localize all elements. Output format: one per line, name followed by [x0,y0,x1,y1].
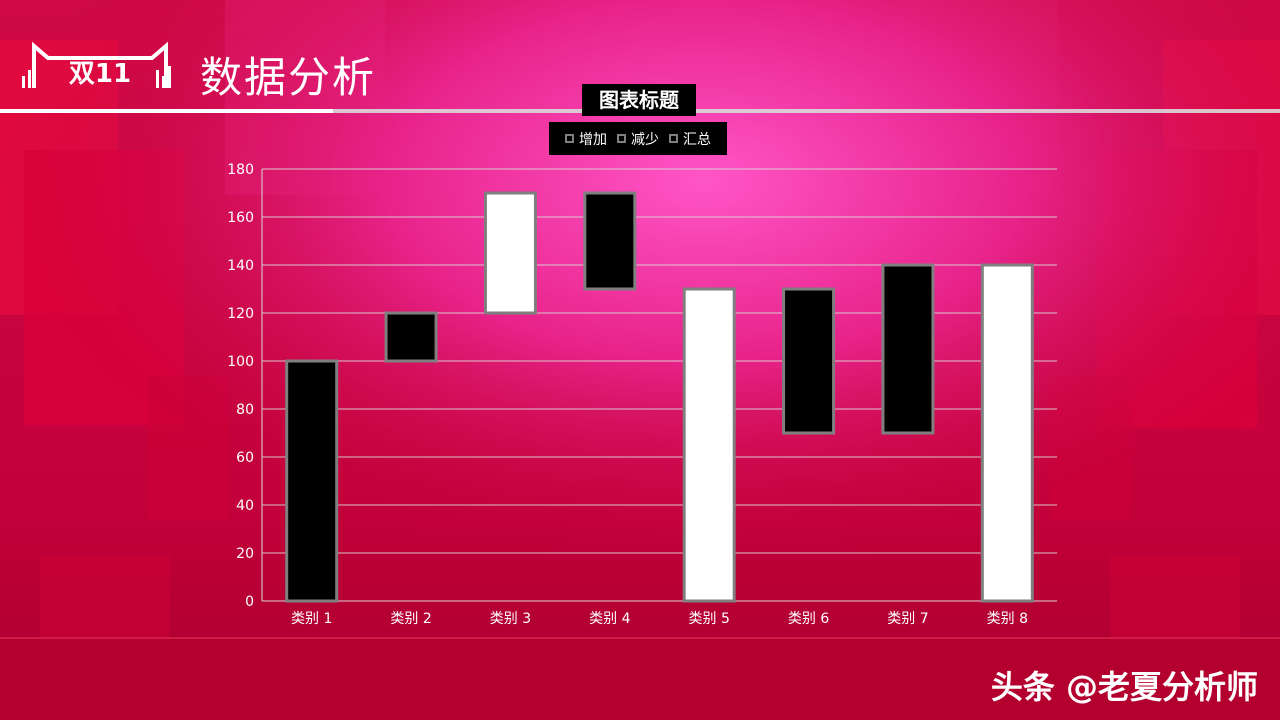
bar-increase [384,311,438,363]
bar-increase [285,359,339,603]
bar-decrease [782,287,836,435]
x-tick-label: 类别 4 [589,611,630,627]
legend-label-increase: 增加 [579,131,607,148]
bar-decrease [583,191,637,291]
chart-legend: 增加 减少 汇总 [549,122,727,155]
legend-item-decrease: 减少 [617,129,659,149]
header-divider-accent [0,109,333,113]
x-tick-label: 类别 5 [689,611,730,627]
x-tick-label: 类别 1 [291,611,332,627]
bar-total [980,263,1034,603]
x-tick-label: 类别 8 [987,611,1028,627]
legend-item-total: 汇总 [669,129,711,149]
header-divider [333,109,1280,113]
y-tick-label: 140 [227,258,254,274]
x-tick-label: 类别 2 [390,611,431,627]
y-tick-label: 180 [227,162,254,178]
y-tick-label: 0 [245,594,254,610]
legend-item-increase: 增加 [565,129,607,149]
page-title: 数据分析 [200,53,377,102]
logo-text: 双11 [69,59,131,89]
chart-title: 图表标题 [599,88,679,112]
legend-label-total: 汇总 [683,131,711,148]
legend-swatch-decrease [617,134,626,143]
y-tick-label: 20 [236,546,254,562]
y-tick-label: 100 [227,354,254,370]
watermark: 头条 @老夏分析师 [990,668,1258,706]
y-tick-label: 160 [227,210,254,226]
bar-total [483,191,537,315]
double11-logo: 双11 [22,41,171,89]
x-tick-label: 类别 7 [887,611,928,627]
bar-increase [881,263,935,435]
y-tick-label: 80 [236,402,254,418]
legend-label-decrease: 减少 [631,131,659,148]
legend-swatch-total [669,134,678,143]
chart-title-background [582,84,696,116]
y-tick-label: 120 [227,306,254,322]
x-tick-label: 类别 6 [788,611,829,627]
bar-total [682,287,736,603]
y-tick-label: 40 [236,498,254,514]
y-tick-label: 60 [236,450,254,466]
x-tick-label: 类别 3 [490,611,531,627]
legend-swatch-increase [565,134,574,143]
